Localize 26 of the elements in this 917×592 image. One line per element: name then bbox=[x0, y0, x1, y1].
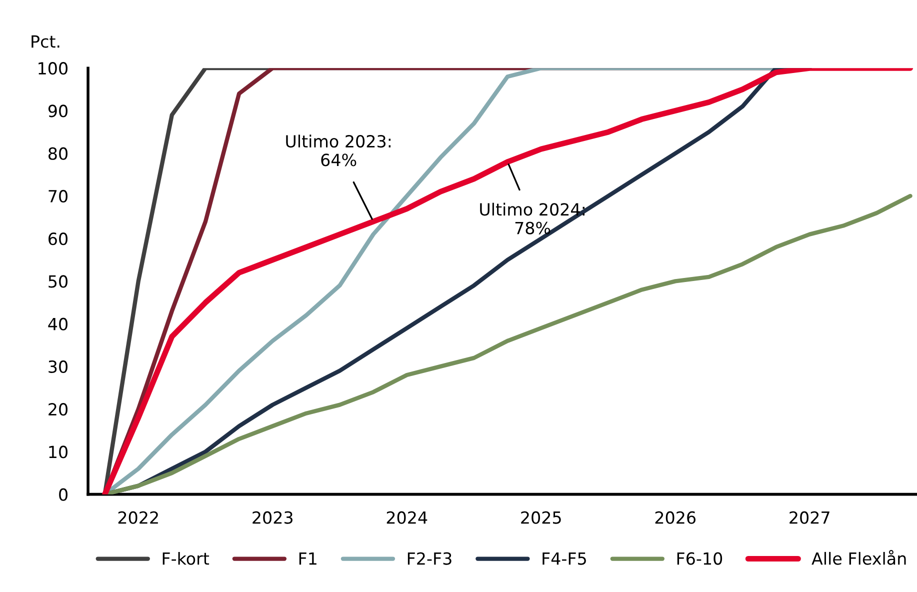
legend-label: F6-10 bbox=[677, 552, 722, 565]
y-tick-label: 80 bbox=[48, 147, 68, 160]
y-tick-label: 40 bbox=[48, 318, 68, 330]
y-tick-label: 0 bbox=[59, 488, 68, 501]
x-tick-label: 2022 bbox=[118, 511, 158, 524]
x-tick-label: 2027 bbox=[790, 511, 830, 524]
y-tick-label: 50 bbox=[48, 275, 68, 288]
legend-label: Alle Flexlån bbox=[812, 550, 906, 565]
annotation: Ultimo 2024: 78% bbox=[480, 202, 584, 234]
y-axis-title: Pct. bbox=[32, 35, 60, 48]
x-tick-label: 2025 bbox=[521, 511, 561, 524]
legend-label: F2-F3 bbox=[408, 552, 452, 565]
y-tick-label: 20 bbox=[48, 403, 68, 416]
annotation: Ultimo 2023: 64% bbox=[286, 134, 391, 166]
legend-label: F1 bbox=[299, 552, 316, 565]
x-tick-label: 2026 bbox=[655, 511, 696, 524]
y-tick-label: 90 bbox=[48, 104, 68, 118]
y-tick-label: 30 bbox=[48, 360, 68, 374]
x-tick-label: 2023 bbox=[252, 511, 292, 524]
y-tick-label: 100 bbox=[38, 62, 68, 75]
legend-label: F4-F5 bbox=[542, 552, 586, 565]
y-tick-label: 10 bbox=[49, 446, 68, 458]
y-tick-label: 60 bbox=[48, 232, 68, 246]
x-tick-label: 2024 bbox=[386, 511, 428, 524]
legend-label: F-kort bbox=[162, 552, 210, 565]
y-tick-label: 70 bbox=[48, 190, 68, 203]
